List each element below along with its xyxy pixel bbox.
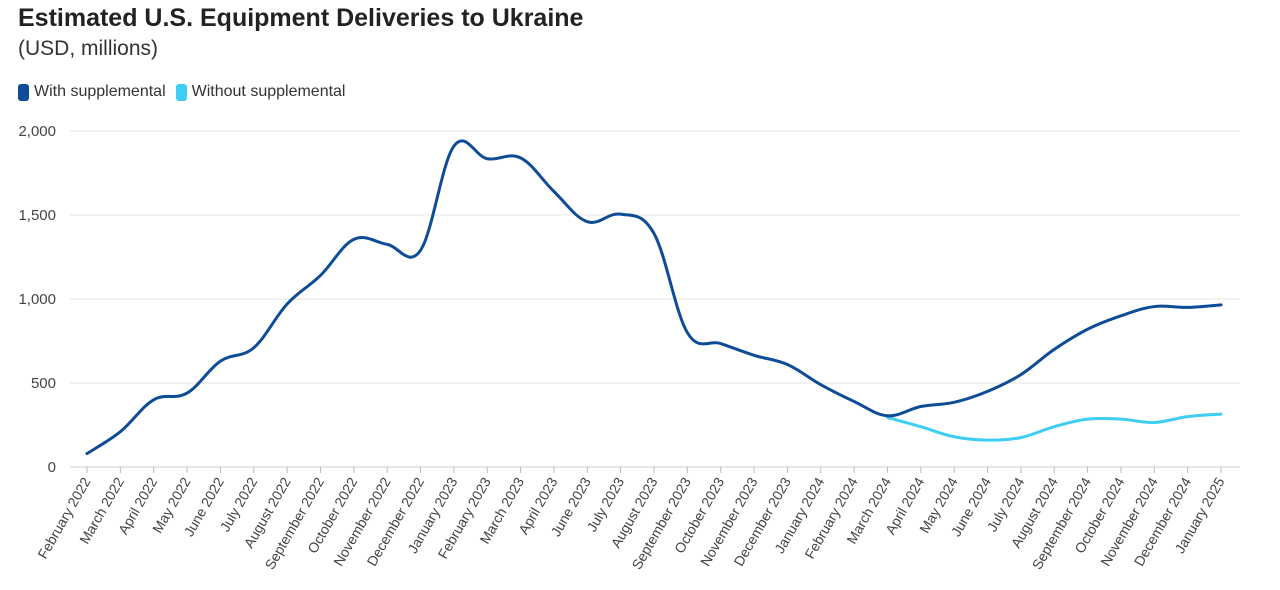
x-tick-label: February 2022: [34, 474, 93, 561]
legend-item-without-supplemental[interactable]: Without supplemental: [175, 83, 346, 101]
legend-swatch-with-supplemental: [18, 83, 29, 101]
y-axis-ticks: 0 500 1,000 1,500 2,000: [18, 123, 56, 476]
legend: With supplemental Without supplemental: [18, 83, 355, 101]
y-tick-label-2000: 2,000: [18, 123, 56, 140]
chart-subtitle: (USD, millions): [18, 37, 159, 60]
legend-swatch-without-supplemental: [175, 83, 187, 101]
series-lines: [85, 139, 1223, 456]
y-tick-label-1000: 1,000: [18, 291, 56, 308]
chart-title: Estimated U.S. Equipment Deliveries to U…: [18, 4, 584, 32]
legend-label-with-supplemental: With supplemental: [34, 83, 166, 100]
series-line-without-supplemental: [885, 412, 1223, 442]
gridlines: [70, 130, 1240, 468]
y-tick-label-500: 500: [31, 375, 56, 392]
legend-item-with-supplemental[interactable]: With supplemental: [18, 83, 166, 101]
legend-label-without-supplemental: Without supplemental: [191, 83, 346, 100]
y-tick-label-1500: 1,500: [18, 207, 56, 224]
series-line-with-supplemental: [85, 139, 1223, 456]
y-tick-label-0: 0: [48, 459, 56, 476]
